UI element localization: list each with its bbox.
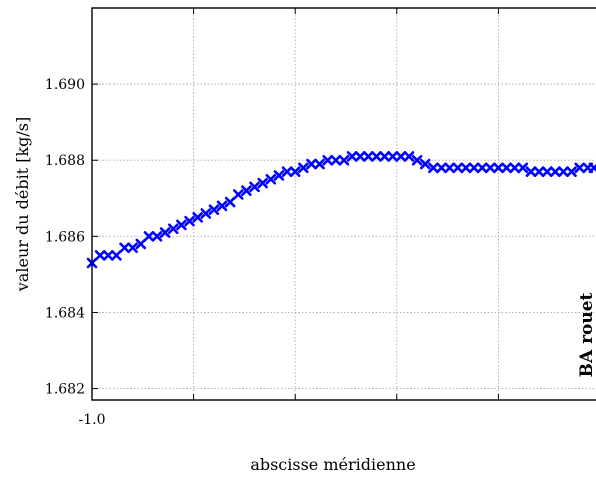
annotation-ba-rouet: BA rouet xyxy=(577,292,596,377)
data-point xyxy=(444,162,455,174)
data-point xyxy=(558,166,569,177)
data-point xyxy=(257,177,268,189)
data-point xyxy=(468,162,480,174)
x-axis: -1.00 xyxy=(79,8,596,428)
data-point xyxy=(501,162,512,174)
data-point xyxy=(314,158,325,170)
data-point xyxy=(452,162,464,174)
data-point xyxy=(363,151,374,162)
data-point xyxy=(436,162,447,174)
data-point xyxy=(216,200,228,212)
data-point xyxy=(346,151,358,162)
data-point xyxy=(298,162,309,174)
data-point xyxy=(233,189,244,200)
data-point xyxy=(119,242,130,254)
data-point xyxy=(289,166,301,177)
data-point xyxy=(395,151,407,162)
data-point xyxy=(241,185,252,196)
data-point xyxy=(379,151,390,162)
data-point xyxy=(354,151,366,162)
y-tick-label: 1.690 xyxy=(45,77,85,93)
data-point xyxy=(176,219,187,231)
data-point xyxy=(533,166,545,177)
y-tick-label: 1.684 xyxy=(45,305,85,321)
data-point xyxy=(224,196,236,208)
data-series xyxy=(86,151,596,269)
data-point xyxy=(249,181,260,193)
data-point xyxy=(371,151,382,162)
data-point xyxy=(265,173,277,185)
y-axis-label: valeur du débit [kg/s] xyxy=(13,117,32,292)
data-point xyxy=(574,162,585,174)
data-point xyxy=(387,151,399,162)
x-tick-label: -1.0 xyxy=(79,412,106,428)
data-point xyxy=(517,162,529,174)
data-point xyxy=(111,250,122,261)
data-point xyxy=(143,231,155,242)
data-point xyxy=(476,162,488,174)
y-tick-label: 1.688 xyxy=(45,153,85,169)
y-axis: 1.682 1.684 1.686 1.688 1.690 xyxy=(45,77,98,398)
data-point xyxy=(306,158,317,170)
x-axis-label: abscisse méridienne xyxy=(250,455,415,474)
grid xyxy=(91,8,596,400)
data-point xyxy=(151,231,163,242)
data-point xyxy=(411,154,423,166)
data-point xyxy=(338,154,350,166)
data-point xyxy=(159,227,171,238)
data-point xyxy=(549,166,561,177)
data-point xyxy=(322,154,334,166)
data-point xyxy=(566,166,577,177)
data-point xyxy=(273,170,285,181)
plot-frame xyxy=(91,7,596,401)
y-tick-label: 1.682 xyxy=(45,382,85,398)
data-point xyxy=(281,166,293,177)
data-point xyxy=(428,162,439,174)
data-point xyxy=(460,162,472,174)
data-point xyxy=(135,238,147,250)
y-tick-label: 1.686 xyxy=(45,229,85,245)
data-point xyxy=(127,242,138,254)
data-point xyxy=(192,212,203,223)
data-point xyxy=(102,250,114,261)
data-point xyxy=(541,166,553,177)
data-point xyxy=(94,250,106,261)
data-point xyxy=(200,208,212,219)
data-point xyxy=(588,162,596,174)
data-point xyxy=(509,162,520,174)
data-point xyxy=(167,223,179,235)
data-point xyxy=(419,158,431,170)
data-point xyxy=(525,166,537,177)
data-point xyxy=(484,162,496,174)
data-point xyxy=(208,204,220,216)
data-point xyxy=(403,151,415,162)
data-point xyxy=(184,215,195,227)
data-point xyxy=(330,154,342,166)
data-point xyxy=(493,162,504,174)
